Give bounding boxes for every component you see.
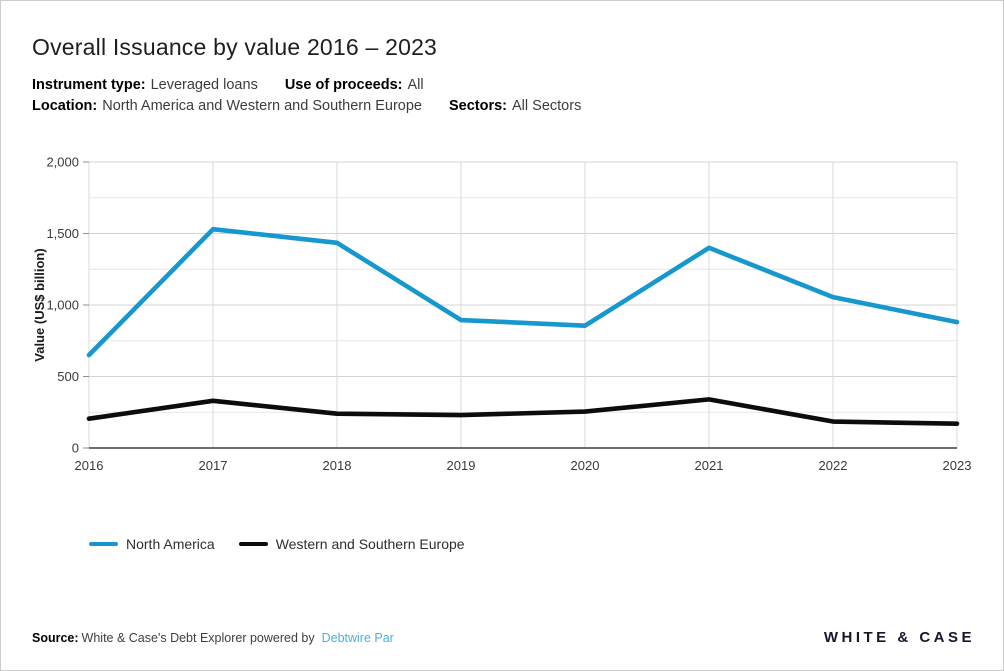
filter-label: Location: bbox=[32, 98, 98, 114]
white-and-case-logo: WHITE & CASE bbox=[823, 629, 975, 646]
filter-value: All Sectors bbox=[512, 98, 582, 114]
series-line-western-southern-europe bbox=[86, 397, 960, 426]
line-chart: 0 500 1,000 1,500 2,000 2016 2017 2018 2019 2020 2… bbox=[32, 155, 972, 474]
filter-location: Location: North America and Western and S… bbox=[32, 96, 422, 117]
legend-swatch bbox=[89, 541, 118, 547]
legend-swatch bbox=[238, 541, 268, 547]
filter-value: North America and Western and Southern E… bbox=[102, 98, 422, 114]
source-text: White & Case's Debt Explorer powered by bbox=[81, 631, 315, 645]
chart-legend: North America Western and Southern Europe bbox=[89, 536, 465, 552]
legend-item-western-and-southern-europe: Western and Southern Europe bbox=[238, 536, 465, 552]
legend-label: North America bbox=[126, 536, 215, 552]
y-tick-label: 1,000 bbox=[46, 298, 79, 313]
chart-filters: Instrument type: Leveraged loans Use of p… bbox=[32, 75, 581, 117]
series-line-north-america bbox=[86, 226, 960, 358]
legend-item-north-america: North America bbox=[89, 536, 215, 552]
filter-row-1: Instrument type: Leveraged loans Use of p… bbox=[32, 75, 581, 96]
legend-label: Western and Southern Europe bbox=[275, 536, 465, 552]
y-tick-label: 2,000 bbox=[46, 155, 79, 170]
x-tick-label: 2022 bbox=[819, 458, 848, 473]
x-tick-label: 2016 bbox=[75, 458, 104, 473]
filter-value: All bbox=[407, 77, 424, 93]
x-tick-label: 2020 bbox=[571, 458, 600, 473]
filter-sectors: Sectors: All Sectors bbox=[449, 96, 581, 117]
y-tick-label: 500 bbox=[57, 369, 79, 384]
filter-label: Instrument type: bbox=[32, 77, 146, 93]
debtwire-par-link[interactable]: Debtwire Par bbox=[321, 631, 394, 645]
filter-instrument-type: Instrument type: Leveraged loans bbox=[32, 75, 258, 96]
x-tick-label: 2021 bbox=[695, 458, 724, 473]
filter-label: Use of proceeds: bbox=[284, 77, 403, 93]
x-tick-label: 2017 bbox=[199, 458, 228, 473]
filter-value: Leveraged loans bbox=[150, 77, 258, 93]
x-tick-label: 2018 bbox=[323, 458, 352, 473]
x-tick-label: 2023 bbox=[943, 458, 972, 473]
y-axis-title: Value (US$ billion) bbox=[32, 248, 47, 361]
y-tick-label: 0 bbox=[72, 441, 79, 456]
page-title: Overall Issuance by value 2016 – 2023 bbox=[32, 34, 438, 60]
y-tick-label: 1,500 bbox=[46, 226, 79, 241]
filter-row-2: Location: North America and Western and S… bbox=[32, 96, 581, 117]
x-tick-label: 2019 bbox=[447, 458, 476, 473]
filter-use-of-proceeds: Use of proceeds: All bbox=[285, 75, 424, 96]
filter-label: Sectors: bbox=[448, 98, 508, 114]
source-line: Source: White & Case's Debt Explorer powe… bbox=[32, 631, 394, 645]
source-label: Source: bbox=[32, 631, 79, 645]
